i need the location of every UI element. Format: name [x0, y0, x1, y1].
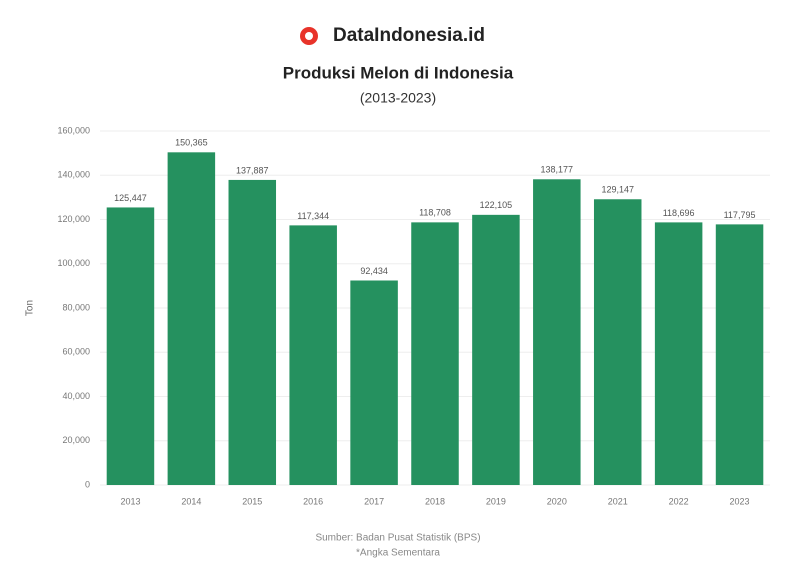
- y-tick-label: 160,000: [57, 125, 90, 135]
- x-tick-label: 2022: [669, 496, 689, 506]
- chart-title: Produksi Melon di Indonesia: [283, 63, 514, 82]
- y-tick-label: 40,000: [62, 391, 90, 401]
- bar: [533, 179, 581, 485]
- x-tick-label: 2020: [547, 496, 567, 506]
- bar: [228, 179, 277, 485]
- x-tick-label: 2014: [181, 496, 201, 506]
- value-label: 150,365: [175, 138, 208, 148]
- y-tick-label: 120,000: [57, 214, 90, 224]
- bar: [472, 214, 520, 485]
- x-tick-label: 2015: [242, 496, 262, 506]
- bar: [593, 199, 642, 485]
- x-tick-label: 2023: [730, 496, 750, 506]
- value-label: 129,147: [601, 185, 634, 195]
- bar: [654, 222, 703, 485]
- bar: [411, 222, 459, 485]
- value-label: 92,434: [360, 266, 388, 276]
- y-tick-label: 60,000: [62, 347, 90, 357]
- note: *Angka Sementara: [356, 548, 440, 559]
- x-tick-label: 2021: [608, 496, 628, 506]
- value-label: 138,177: [541, 165, 574, 175]
- x-tick-label: 2017: [364, 496, 384, 506]
- y-axis-label: Ton: [25, 300, 36, 316]
- source: Sumber: Badan Pusat Statistik (BPS): [315, 533, 480, 544]
- value-label: 118,708: [419, 208, 451, 218]
- value-label: 125,447: [114, 193, 147, 203]
- value-label: 137,887: [236, 165, 269, 175]
- brand: DataIndonesia.id: [333, 25, 485, 46]
- bar: [106, 207, 155, 485]
- x-tick-label: 2016: [303, 496, 323, 506]
- value-label: 122,105: [480, 200, 513, 210]
- value-label: 117,344: [297, 211, 329, 221]
- x-tick-label: 2019: [486, 496, 506, 506]
- y-tick-label: 0: [85, 479, 90, 489]
- y-tick-label: 80,000: [62, 302, 90, 312]
- y-tick-label: 140,000: [57, 170, 90, 180]
- x-tick-label: 2013: [120, 496, 140, 506]
- bar: [715, 224, 764, 486]
- bar: [350, 280, 398, 485]
- x-tick-label: 2018: [425, 496, 445, 506]
- y-tick-label: 20,000: [62, 435, 90, 445]
- bar: [167, 152, 216, 485]
- value-label: 117,795: [724, 210, 756, 220]
- bar: [289, 225, 337, 485]
- chart-subtitle: (2013-2023): [360, 90, 436, 106]
- value-label: 118,696: [663, 208, 695, 218]
- logo-inner: [305, 32, 313, 40]
- y-tick-label: 100,000: [57, 258, 90, 268]
